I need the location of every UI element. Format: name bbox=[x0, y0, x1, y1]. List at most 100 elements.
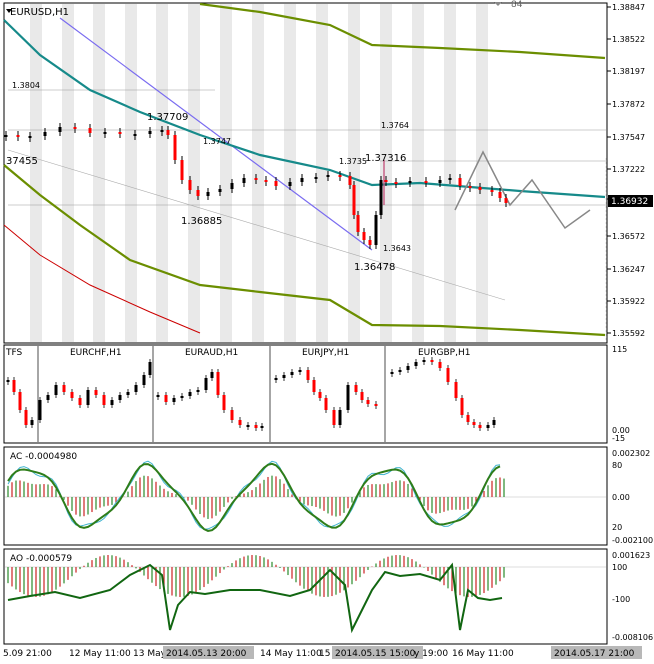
lower-red-band bbox=[3, 224, 201, 334]
corner-text: 84 bbox=[511, 0, 523, 10]
bear-candle bbox=[180, 160, 184, 180]
multi-pair-panel[interactable]: TFS EURCHF,H1 EURAUD,H1 EURJPY,H1 EURGBP… bbox=[3, 344, 608, 444]
mini-bear-candle bbox=[222, 395, 226, 410]
price-annotation: 1.37316 bbox=[365, 153, 406, 164]
chevron-down-icon[interactable] bbox=[6, 9, 12, 13]
time-highlight bbox=[332, 646, 423, 659]
session-band bbox=[380, 4, 392, 342]
time-label: 2014.05.15 15:00 bbox=[335, 649, 416, 659]
ac-scale-label: -0.002100 bbox=[612, 536, 653, 545]
bull-candle bbox=[314, 177, 318, 179]
ao-scale: 0.001623 100 -100 -0.008106 bbox=[612, 551, 653, 642]
mini-bull-candle bbox=[172, 398, 176, 402]
mini-scale-label: -15 bbox=[612, 434, 625, 443]
ac-scale-label: 0.00 bbox=[612, 493, 630, 502]
mini-bull-candle bbox=[118, 395, 122, 400]
chart-symbol-label: EURUSD,H1 bbox=[10, 7, 69, 18]
ac-scale-label: 0.002302 bbox=[612, 449, 650, 458]
session-band bbox=[220, 4, 232, 342]
session-band bbox=[156, 4, 168, 342]
price-scale-label: 1.35592 bbox=[612, 329, 645, 338]
mini-pair-label: EURAUD,H1 bbox=[185, 348, 238, 358]
time-axis[interactable]: 5.09 21:00 12 May 11:00 13 May 2014.05.13 2… bbox=[3, 646, 642, 659]
ac-scale: 0.002302 80 0.00 20 -0.002100 bbox=[612, 449, 653, 545]
time-label: 2014.05.13 20:00 bbox=[166, 649, 247, 659]
ac-histogram bbox=[5, 460, 606, 532]
time-label: 14 May 11:00 bbox=[260, 649, 322, 659]
mini-bull-candle bbox=[210, 372, 214, 378]
bull-candle bbox=[288, 182, 292, 186]
mini-bear-candle bbox=[312, 380, 316, 392]
session-band bbox=[444, 4, 456, 342]
bear-candle bbox=[254, 178, 258, 180]
corner-marker-icon bbox=[494, 2, 502, 6]
bull-candle bbox=[408, 181, 412, 183]
bull-candle bbox=[326, 175, 330, 177]
mini-bull-candle bbox=[486, 425, 490, 428]
envelope-bands bbox=[3, 2, 606, 337]
mini-bear-candle bbox=[430, 360, 434, 362]
bull-candle bbox=[103, 132, 107, 134]
bear-candle bbox=[384, 180, 388, 182]
ao-indicator-panel[interactable]: AO -0.000579 bbox=[3, 548, 608, 645]
mini-bull-candle bbox=[260, 426, 264, 428]
bull-candle bbox=[448, 178, 452, 180]
mini-bear-candle bbox=[78, 398, 82, 405]
ac-indicator-panel[interactable]: AC -0.0004980 bbox=[3, 446, 608, 546]
mini-bear-candle bbox=[472, 422, 476, 425]
price-annotation: 1.3764 bbox=[381, 121, 409, 130]
price-annotation: 1.3804 bbox=[12, 81, 40, 90]
ao-histogram bbox=[5, 555, 606, 634]
mini-bear-candle bbox=[460, 398, 464, 415]
price-scale[interactable]: 1.38847 1.38522 1.38197 1.37872 1.37547 1.372… bbox=[607, 3, 645, 338]
mini-bull-candle bbox=[148, 362, 152, 375]
bull-candle bbox=[374, 215, 378, 245]
time-label: 2014.05.17 21:00 bbox=[554, 649, 635, 659]
session-band bbox=[348, 4, 360, 342]
mini-bull-candle bbox=[492, 420, 496, 425]
time-label: 15 bbox=[319, 649, 330, 659]
mini-bull-candle bbox=[346, 385, 350, 410]
bear-candle bbox=[16, 135, 20, 137]
bull-candle bbox=[230, 183, 234, 189]
mini-bull-candle bbox=[156, 395, 160, 397]
bull-candle bbox=[218, 189, 222, 192]
bear-candle bbox=[356, 215, 360, 232]
bear-candle bbox=[362, 232, 366, 240]
mini-bear-candle bbox=[18, 392, 22, 410]
session-band bbox=[188, 4, 200, 342]
session-band bbox=[125, 4, 137, 342]
ac-line bbox=[7, 462, 501, 532]
mini-bull-candle bbox=[274, 378, 278, 380]
bull-candle bbox=[206, 192, 210, 196]
bull-candle bbox=[43, 132, 47, 136]
mini-bear-candle bbox=[454, 382, 458, 398]
mini-bull-candle bbox=[54, 385, 58, 395]
session-band bbox=[252, 4, 264, 342]
ao-scale-label: 0.001623 bbox=[612, 551, 650, 560]
current-price-value: 1.36932 bbox=[611, 197, 648, 207]
mini-bear-candle bbox=[354, 385, 358, 392]
mini-bull-candle bbox=[86, 390, 90, 405]
bear-candle bbox=[264, 180, 268, 182]
price-annotation: 1.3643 bbox=[383, 244, 411, 253]
mini-bear-candle bbox=[324, 398, 328, 410]
mini-bull-candle bbox=[142, 375, 146, 385]
bull-candle bbox=[28, 136, 32, 138]
ac-scale-label: 80 bbox=[612, 461, 622, 470]
bear-candle bbox=[352, 185, 356, 215]
bear-candle bbox=[196, 190, 200, 196]
mini-bull-candle bbox=[188, 392, 192, 396]
mini-bear-candle bbox=[438, 362, 442, 368]
mini-bear-candle bbox=[332, 410, 336, 425]
bear-candle bbox=[498, 192, 502, 198]
price-scale-label: 1.38847 bbox=[612, 3, 645, 12]
mini-bear-candle bbox=[360, 392, 364, 400]
bull-candle bbox=[4, 135, 8, 137]
mini-pair-label: EURJPY,H1 bbox=[302, 348, 349, 358]
time-highlight bbox=[551, 646, 642, 659]
bear-candle bbox=[73, 127, 77, 129]
bull-candle bbox=[160, 130, 164, 132]
mini-pair-label: EURGBP,H1 bbox=[418, 348, 470, 358]
